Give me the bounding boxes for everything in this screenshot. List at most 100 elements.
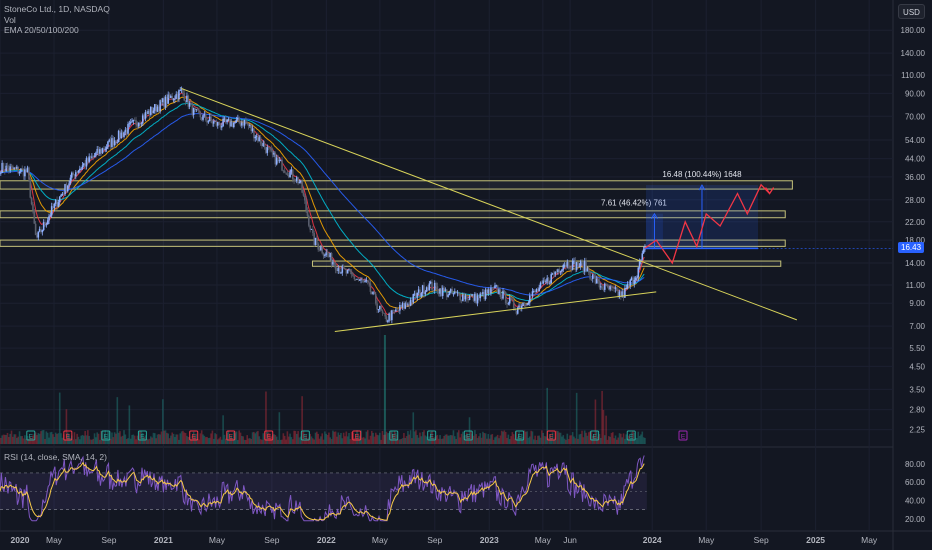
volume-bar [476, 438, 479, 444]
ema-label[interactable]: EMA 20/50/100/200 [4, 25, 79, 35]
candle-body [440, 288, 443, 296]
candle-body [482, 292, 484, 295]
volume-bar [429, 432, 432, 444]
volume-bar [211, 430, 214, 444]
candle-body [338, 267, 341, 273]
volume-bar [507, 434, 510, 444]
volume-bar [547, 438, 550, 444]
volume-bar [101, 430, 104, 444]
volume-bar [634, 437, 637, 444]
candle-body [537, 288, 539, 292]
candle-body [468, 295, 471, 301]
symbol-title[interactable]: StoneCo Ltd., 1D, NASDAQ [4, 4, 110, 14]
time-tick-label: Sep [264, 535, 279, 545]
volume-bar [168, 438, 171, 444]
candle-body [117, 130, 120, 142]
volume-bar [527, 437, 530, 444]
candle-body [211, 120, 214, 124]
volume-bar [644, 437, 646, 444]
earnings-marker [427, 430, 437, 441]
volume-bar [452, 430, 455, 444]
candle-body [412, 294, 415, 303]
candle-body [245, 119, 247, 123]
volume-bar [212, 438, 215, 444]
candle-body [320, 247, 322, 250]
candle-body [380, 305, 382, 311]
candle-body [602, 288, 605, 290]
candle-body [72, 172, 74, 175]
volume-bar [124, 434, 127, 444]
ema200-line [0, 113, 645, 296]
volume-bar [0, 437, 2, 444]
volume-bar [68, 434, 70, 444]
earnings-marker [626, 430, 636, 441]
candle-body [104, 148, 107, 150]
candle-body [407, 304, 409, 306]
currency-button[interactable]: USD [898, 4, 925, 19]
candle-body [495, 285, 498, 287]
candle-body [231, 121, 234, 128]
volume-bar [557, 431, 559, 444]
rsi-label[interactable]: RSI (14, close, SMA, 14, 2) [4, 452, 107, 462]
volume-bar [606, 439, 609, 444]
candle-body [546, 277, 549, 282]
volume-bar [314, 432, 317, 444]
volume-bar [605, 415, 607, 444]
candle-body [362, 280, 365, 282]
volume-bar [18, 431, 21, 444]
volume-bar [278, 412, 281, 444]
candle-body [640, 259, 642, 262]
volume-bar [170, 435, 172, 444]
candle-body [593, 274, 595, 277]
volume-bar [483, 433, 486, 444]
candle-body [108, 139, 111, 142]
earnings-marker-letter: E [66, 434, 71, 441]
volume-bar [380, 439, 382, 444]
candle-body [421, 285, 424, 294]
volume-bar [9, 433, 11, 444]
candle-body [609, 286, 611, 290]
volume-bar [269, 433, 271, 444]
candle-body [348, 269, 350, 271]
volume-bar [499, 435, 502, 444]
candle-body [474, 293, 476, 301]
candle-body [316, 237, 318, 244]
candle-body [429, 281, 432, 284]
volume-bar [550, 437, 553, 444]
volume-bar [171, 432, 174, 444]
volume-bar [83, 435, 85, 444]
candle-body [533, 290, 535, 292]
volume-bar [412, 412, 415, 444]
candle-body [608, 286, 610, 290]
volume-bar [448, 435, 451, 444]
volume-bar [17, 436, 20, 444]
candle-body [46, 220, 49, 225]
volume-bar [215, 434, 218, 444]
earnings-marker [137, 430, 147, 441]
volume-bar [411, 438, 413, 444]
volume-bar [207, 438, 210, 444]
candle-body [262, 143, 265, 146]
volume-bar [129, 438, 132, 444]
volume-bar [407, 431, 409, 444]
candle-body [337, 267, 340, 271]
volume-bar [625, 434, 628, 444]
volume-bar [107, 431, 109, 444]
candle-body [129, 122, 132, 124]
candle-body [155, 104, 157, 112]
candle-body [68, 183, 70, 186]
candle-body [383, 312, 385, 314]
candle-body [38, 228, 41, 232]
time-tick-label: 2025 [806, 535, 825, 545]
volume-bar [34, 432, 37, 444]
candle-body [204, 114, 207, 121]
volume-bar [554, 437, 557, 444]
volume-bar [440, 438, 443, 444]
candle-body [257, 135, 259, 142]
volume-bar [397, 439, 400, 444]
volume-bar [449, 435, 452, 444]
candle-body [395, 309, 397, 312]
volume-label[interactable]: Vol [4, 14, 16, 25]
volume-bar [403, 433, 405, 444]
